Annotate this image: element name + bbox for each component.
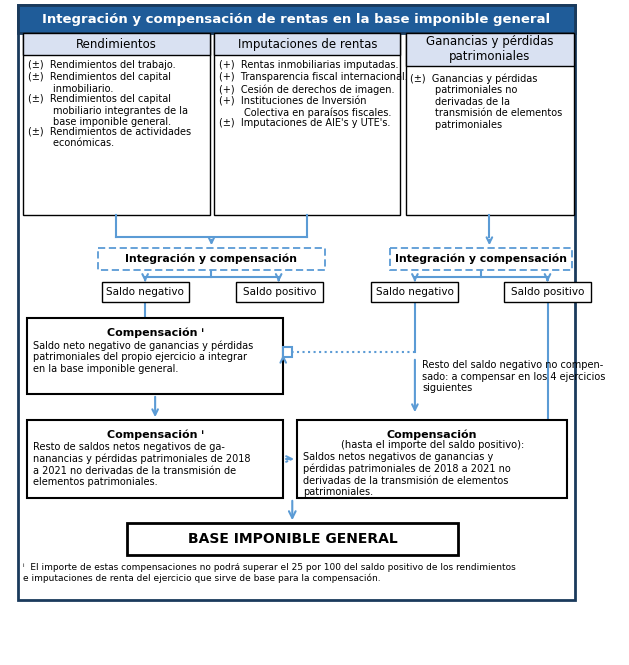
Text: BASE IMPONIBLE GENERAL: BASE IMPONIBLE GENERAL [188, 532, 398, 546]
Bar [214, 33, 401, 215]
Text: Rendimientos: Rendimientos [76, 37, 157, 51]
Bar [406, 33, 574, 215]
Text: Resto de saldos netos negativos de ga-
nanancias y pérdidas patrimoniales de 201: Resto de saldos netos negativos de ga- n… [33, 442, 251, 487]
Text: (+)  Rentas inmobiliarias imputadas.: (+) Rentas inmobiliarias imputadas. [219, 60, 398, 70]
Text: (±)  Rendimientos de actividades
        económicas.: (±) Rendimientos de actividades económic… [28, 126, 191, 148]
Bar [297, 420, 567, 498]
Text: Resto del saldo negativo no compen-
sado: a compensar en los 4 ejercicios
siguie: Resto del saldo negativo no compen- sado… [422, 360, 606, 393]
Bar [391, 248, 572, 270]
Bar [18, 5, 575, 33]
Text: Integración y compensación: Integración y compensación [125, 254, 298, 264]
Text: Compensación: Compensación [387, 429, 477, 440]
Text: Compensación ⁱ: Compensación ⁱ [107, 327, 204, 338]
Text: Saldo negativo: Saldo negativo [106, 287, 184, 297]
Text: Integración y compensación de rentas en la base imponible general: Integración y compensación de rentas en … [42, 13, 550, 25]
Bar [101, 282, 189, 302]
Bar [406, 33, 574, 66]
Bar [27, 420, 283, 498]
Text: Saldo positivo: Saldo positivo [243, 287, 316, 297]
Text: (hasta el importe del saldo positivo):: (hasta el importe del saldo positivo): [340, 440, 524, 450]
Text: (±)  Rendimientos del trabajo.: (±) Rendimientos del trabajo. [28, 60, 175, 70]
Text: (+)  Transparencia fiscal internacional.: (+) Transparencia fiscal internacional. [219, 72, 408, 82]
Bar [283, 347, 292, 357]
Text: Saldos netos negativos de ganancias y
pérdidas patrimoniales de 2018 a 2021 no
d: Saldos netos negativos de ganancias y pé… [303, 452, 511, 497]
Text: (±)  Rendimientos del capital
        mobiliario integrantes de la
        base : (±) Rendimientos del capital mobiliario … [28, 94, 188, 127]
Text: Compensación ⁱ: Compensación ⁱ [107, 429, 204, 440]
Text: (±)  Rendimientos del capital
        inmobiliario.: (±) Rendimientos del capital inmobiliari… [28, 72, 171, 94]
Text: Saldo positivo: Saldo positivo [511, 287, 584, 297]
Bar [23, 33, 209, 215]
Text: Ganancias y pérdidas
patrimoniales: Ganancias y pérdidas patrimoniales [426, 35, 554, 63]
Bar [18, 5, 575, 600]
Text: Imputaciones de rentas: Imputaciones de rentas [238, 37, 377, 51]
Text: (+)  Cesión de derechos de imagen.: (+) Cesión de derechos de imagen. [219, 84, 394, 94]
Text: (±)  Imputaciones de AIE's y UTE's.: (±) Imputaciones de AIE's y UTE's. [219, 118, 390, 128]
Text: Integración y compensación: Integración y compensación [395, 254, 567, 264]
Bar [127, 523, 459, 555]
Text: (+)  Instituciones de Inversión
        Colectiva en paraísos fiscales.: (+) Instituciones de Inversión Colectiva… [219, 96, 391, 118]
Text: ⁱ  El importe de estas compensaciones no podrá superar el 25 por 100 del saldo p: ⁱ El importe de estas compensaciones no … [23, 563, 516, 583]
Bar [236, 282, 323, 302]
Bar [27, 318, 283, 394]
Bar [23, 33, 209, 55]
Text: Saldo negativo: Saldo negativo [376, 287, 454, 297]
Bar [504, 282, 591, 302]
Text: (±)  Ganancias y pérdidas
        patrimoniales no
        derivadas de la
     : (±) Ganancias y pérdidas patrimoniales n… [410, 73, 562, 130]
Bar [214, 33, 401, 55]
Text: Saldo neto negativo de ganancias y pérdidas
patrimoniales del propio ejercicio a: Saldo neto negativo de ganancias y pérdi… [33, 340, 253, 374]
Bar [98, 248, 325, 270]
Bar [371, 282, 459, 302]
